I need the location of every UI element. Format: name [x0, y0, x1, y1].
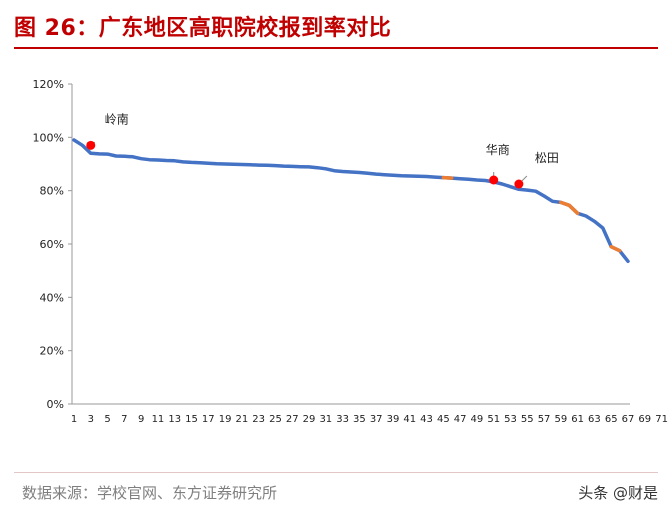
y-tick-label: 40%: [40, 291, 64, 304]
title-divider: [14, 47, 658, 49]
y-tick-label: 60%: [40, 238, 64, 251]
x-tick-label: 43: [420, 414, 433, 425]
school-marker: [86, 140, 96, 150]
x-tick-label: 69: [638, 414, 651, 425]
x-tick-label: 71: [655, 414, 668, 425]
school-marker: [489, 175, 499, 185]
y-tick-label: 120%: [33, 78, 64, 91]
x-tick-label: 41: [403, 414, 416, 425]
chart-title: 图 26：广东地区高职院校报到率对比: [14, 16, 392, 41]
x-tick-label: 13: [168, 414, 181, 425]
x-tick-label: 63: [588, 414, 601, 425]
x-tick-label: 23: [252, 414, 265, 425]
x-tick-label: 31: [319, 414, 332, 425]
x-tick-label: 61: [571, 414, 584, 425]
x-tick-label: 35: [353, 414, 366, 425]
x-tick-label: 3: [88, 414, 94, 425]
watermark-label: 头条 @财是: [578, 484, 658, 502]
x-tick-label: 49: [471, 414, 484, 425]
y-tick-label: 20%: [40, 345, 64, 358]
highlight-segment: [609, 244, 622, 253]
x-tick-label: 7: [121, 414, 127, 425]
x-tick-label: 37: [370, 414, 383, 425]
x-tick-label: 55: [521, 414, 534, 425]
y-tick-label: 80%: [40, 185, 64, 198]
series-polyline: [72, 138, 630, 264]
x-tick-label: 51: [487, 414, 500, 425]
x-tick-label: 9: [138, 414, 144, 425]
x-tick-label: 11: [152, 414, 165, 425]
series-line: [72, 138, 630, 264]
x-tick-label: 29: [303, 414, 316, 425]
x-tick-label: 45: [437, 414, 450, 425]
x-tick-label: 53: [504, 414, 517, 425]
school-label: 岭南: [105, 111, 129, 126]
footer-divider: [14, 472, 658, 473]
x-tick-label: 5: [104, 414, 110, 425]
x-tick-label: 57: [538, 414, 551, 425]
x-tick-label: 21: [236, 414, 249, 425]
x-tick-label: 15: [185, 414, 198, 425]
school-label: 华商: [486, 142, 510, 157]
source-note: 数据来源：学校官网、东方证券研究所: [22, 484, 278, 502]
x-tick-label: 19: [219, 414, 232, 425]
school-label: 松田: [535, 151, 559, 165]
x-tick-label: 27: [286, 414, 299, 425]
x-tick-label: 59: [554, 414, 567, 425]
x-axis: 1 3 5 7 9 11 13 15 17 19 21 23 25 27 29 31 33 35 37 39 41 43 4…: [71, 403, 668, 425]
highlight-segment: [441, 175, 454, 180]
y-axis: 0% 20% 40% 60% 80% 100% 120%: [33, 78, 73, 411]
x-tick-label: 17: [202, 414, 215, 425]
school-marker: [514, 179, 524, 189]
x-tick-label: 67: [622, 414, 635, 425]
x-tick-label: 39: [387, 414, 400, 425]
highlight-segment: [559, 200, 580, 216]
x-tick-label: 65: [605, 414, 618, 425]
x-tick-label: 1: [71, 414, 77, 425]
y-tick-label: 0%: [47, 398, 64, 411]
x-tick-label: 25: [269, 414, 282, 425]
x-tick-label: 33: [336, 414, 349, 425]
y-tick-label: 100%: [33, 131, 64, 144]
x-tick-label: 47: [454, 414, 467, 425]
